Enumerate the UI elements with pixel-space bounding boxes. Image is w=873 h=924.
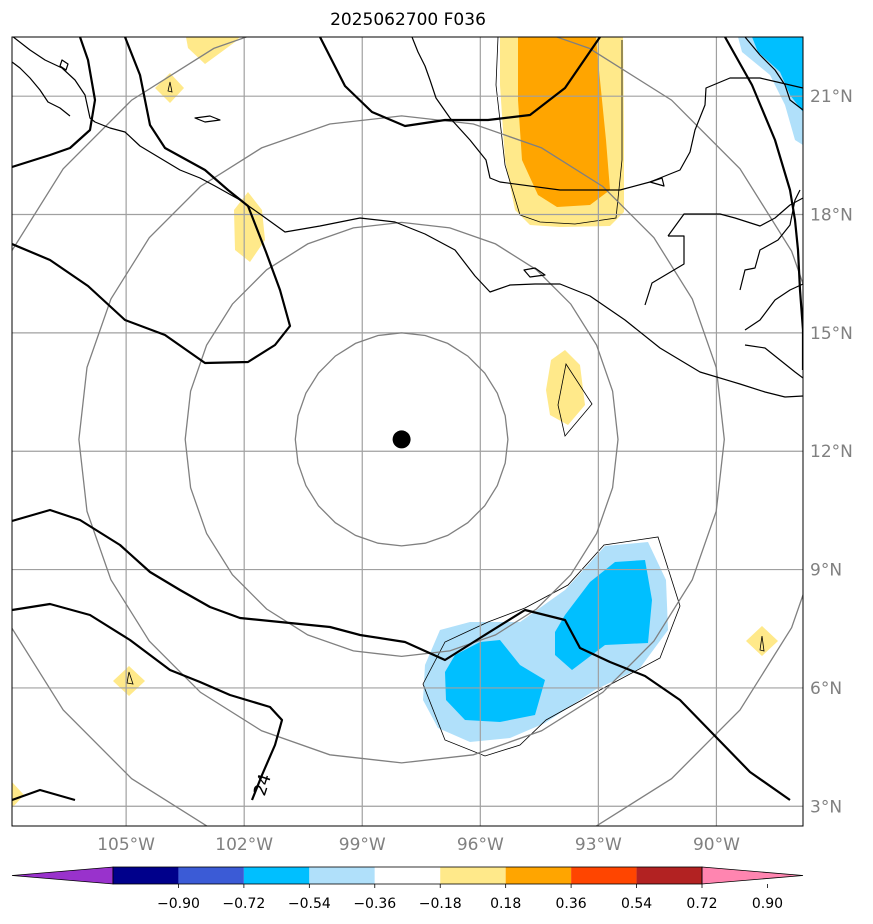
colorbar-segment: [243, 867, 310, 884]
colorbar-frame: [112, 866, 703, 885]
lat-tick-label: 3°N: [810, 797, 842, 817]
colorbar-tick-label: 0.72: [686, 896, 717, 912]
range-ring: [294, 332, 509, 547]
colorbar-segment: [636, 867, 702, 884]
lon-tick-label: 90°W: [693, 835, 740, 855]
contour-small-1: [167, 81, 173, 93]
contour-central-outline: [557, 362, 593, 437]
colorbar-segment: [440, 867, 506, 884]
colorbar-tick-label: 0.90: [752, 896, 783, 912]
pos-anomaly-corner: [12, 782, 24, 808]
pos-anomaly-top-left: [186, 37, 240, 64]
thick-contours: [12, 37, 803, 802]
guatemala-border: [667, 197, 803, 237]
center-marker: [392, 430, 411, 449]
latitude-labels: 21°N 18°N 15°N 12°N 9°N 6°N 3°N: [810, 87, 853, 817]
contour-small-2: [759, 635, 765, 652]
central-america-border: [744, 344, 803, 379]
lat-tick-label: 18°N: [810, 206, 853, 226]
colorbar-tick-label: −0.72: [222, 896, 265, 912]
cuba-coast: [744, 37, 803, 111]
honduras-coast: [744, 283, 803, 331]
isoline-south-2: [12, 602, 284, 801]
lat-tick-label: 21°N: [810, 87, 853, 107]
pos-anomaly-southwest: [113, 666, 145, 696]
range-ring: [12, 37, 803, 826]
colorbar-tick-label: 0.18: [490, 896, 521, 912]
gridlines: [12, 37, 803, 826]
mexico-pacific-coast: [12, 37, 803, 398]
colorbar-extend-low: [11, 866, 114, 885]
lon-tick-label: 105°W: [97, 835, 155, 855]
contour-south-outline: [422, 536, 681, 757]
pos-anomaly-central: [546, 350, 585, 425]
lon-tick-label: 99°W: [339, 835, 386, 855]
lat-tick-label: 12°N: [810, 442, 853, 462]
lat-tick-label: 15°N: [810, 324, 853, 344]
yucatan-coast: [739, 189, 801, 291]
neg-anomaly-south-core-2: [555, 560, 652, 670]
isoline-north-3: [12, 37, 292, 365]
map-title: 2025062700 F036: [330, 10, 486, 30]
colorbar-extend-high: [701, 866, 804, 885]
contour-small-3: [126, 671, 134, 685]
shading-layer: [12, 37, 803, 808]
colorbar-segment: [309, 867, 375, 884]
island-2: [59, 59, 69, 71]
contour-north-outline: [495, 37, 623, 225]
lon-tick-label: 93°W: [575, 835, 622, 855]
colorbar-segment: [113, 867, 179, 884]
range-rings: [12, 37, 803, 826]
mexico-gulf-coast: [411, 37, 803, 191]
lon-tick-label: 102°W: [215, 835, 273, 855]
map-area: 24: [12, 37, 803, 826]
pos-anomaly-west: [234, 192, 265, 262]
isoline-north-2: [12, 37, 97, 169]
lat-tick-label: 9°N: [810, 561, 842, 581]
pos-anomaly-north-core: [518, 37, 610, 207]
neg-anomaly-south-core-1: [445, 640, 545, 722]
isoline-north-1: [319, 37, 601, 128]
colorbar-tick-label: −0.18: [419, 896, 462, 912]
colorbar-tick-label: −0.90: [157, 896, 200, 912]
range-ring: [184, 221, 619, 658]
pos-anomaly-small-1: [155, 73, 184, 103]
colorbar-segment: [505, 867, 572, 884]
isoline-east: [724, 37, 803, 370]
colorbar-tick-label: 0.36: [556, 896, 587, 912]
thin-contours: [126, 37, 765, 757]
lat-tick-label: 6°N: [810, 679, 842, 699]
colorbar-segment: [178, 867, 244, 884]
pos-anomaly-east: [746, 626, 778, 656]
baja-coast: [12, 61, 71, 117]
range-ring: [78, 115, 725, 764]
neg-anomaly-northeast-core: [752, 37, 803, 112]
map-frame: [11, 36, 804, 827]
island-3: [523, 267, 546, 278]
colorbar-segment: [571, 867, 637, 884]
colorbar-tick-label: −0.54: [288, 896, 331, 912]
longitude-labels: 105°W 102°W 99°W 96°W 93°W 90°W: [97, 835, 740, 855]
island-1: [194, 115, 221, 123]
colorbar-tick-label: 0.54: [621, 896, 652, 912]
belize-border: [644, 235, 685, 306]
colorbar-segment: [374, 867, 441, 884]
coastlines: [12, 37, 803, 398]
isoline-south-3: [12, 788, 76, 802]
isoline-south-1: [12, 508, 791, 801]
colorbar-tick-label: −0.36: [353, 896, 396, 912]
island-4: [649, 177, 665, 187]
colorbar: −0.90 −0.72 −0.54 −0.36 −0.18 0.18 0.36 0.54 0.7…: [11, 866, 804, 912]
lon-tick-label: 96°W: [457, 835, 504, 855]
contour-label-24: 24: [250, 772, 276, 799]
